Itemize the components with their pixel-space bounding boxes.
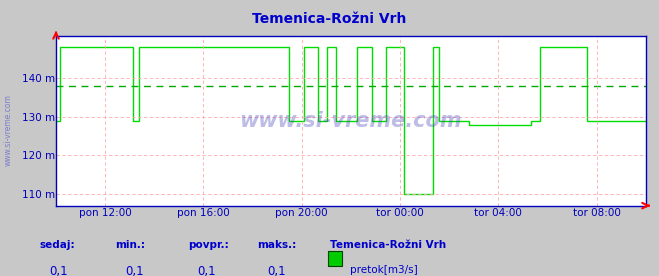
Text: 0,1: 0,1 (49, 265, 68, 276)
Text: min.:: min.: (115, 240, 146, 250)
Text: povpr.:: povpr.: (188, 240, 229, 250)
Text: maks.:: maks.: (257, 240, 297, 250)
Text: 0,1: 0,1 (198, 265, 216, 276)
Text: 0,1: 0,1 (125, 265, 144, 276)
Text: Temenica-Rožni Vrh: Temenica-Rožni Vrh (330, 240, 445, 250)
Text: www.si-vreme.com: www.si-vreme.com (240, 111, 462, 131)
Text: 0,1: 0,1 (267, 265, 285, 276)
Text: www.si-vreme.com: www.si-vreme.com (3, 94, 13, 166)
Text: sedaj:: sedaj: (40, 240, 75, 250)
Text: Temenica-Rožni Vrh: Temenica-Rožni Vrh (252, 12, 407, 26)
Text: pretok[m3/s]: pretok[m3/s] (350, 265, 418, 275)
